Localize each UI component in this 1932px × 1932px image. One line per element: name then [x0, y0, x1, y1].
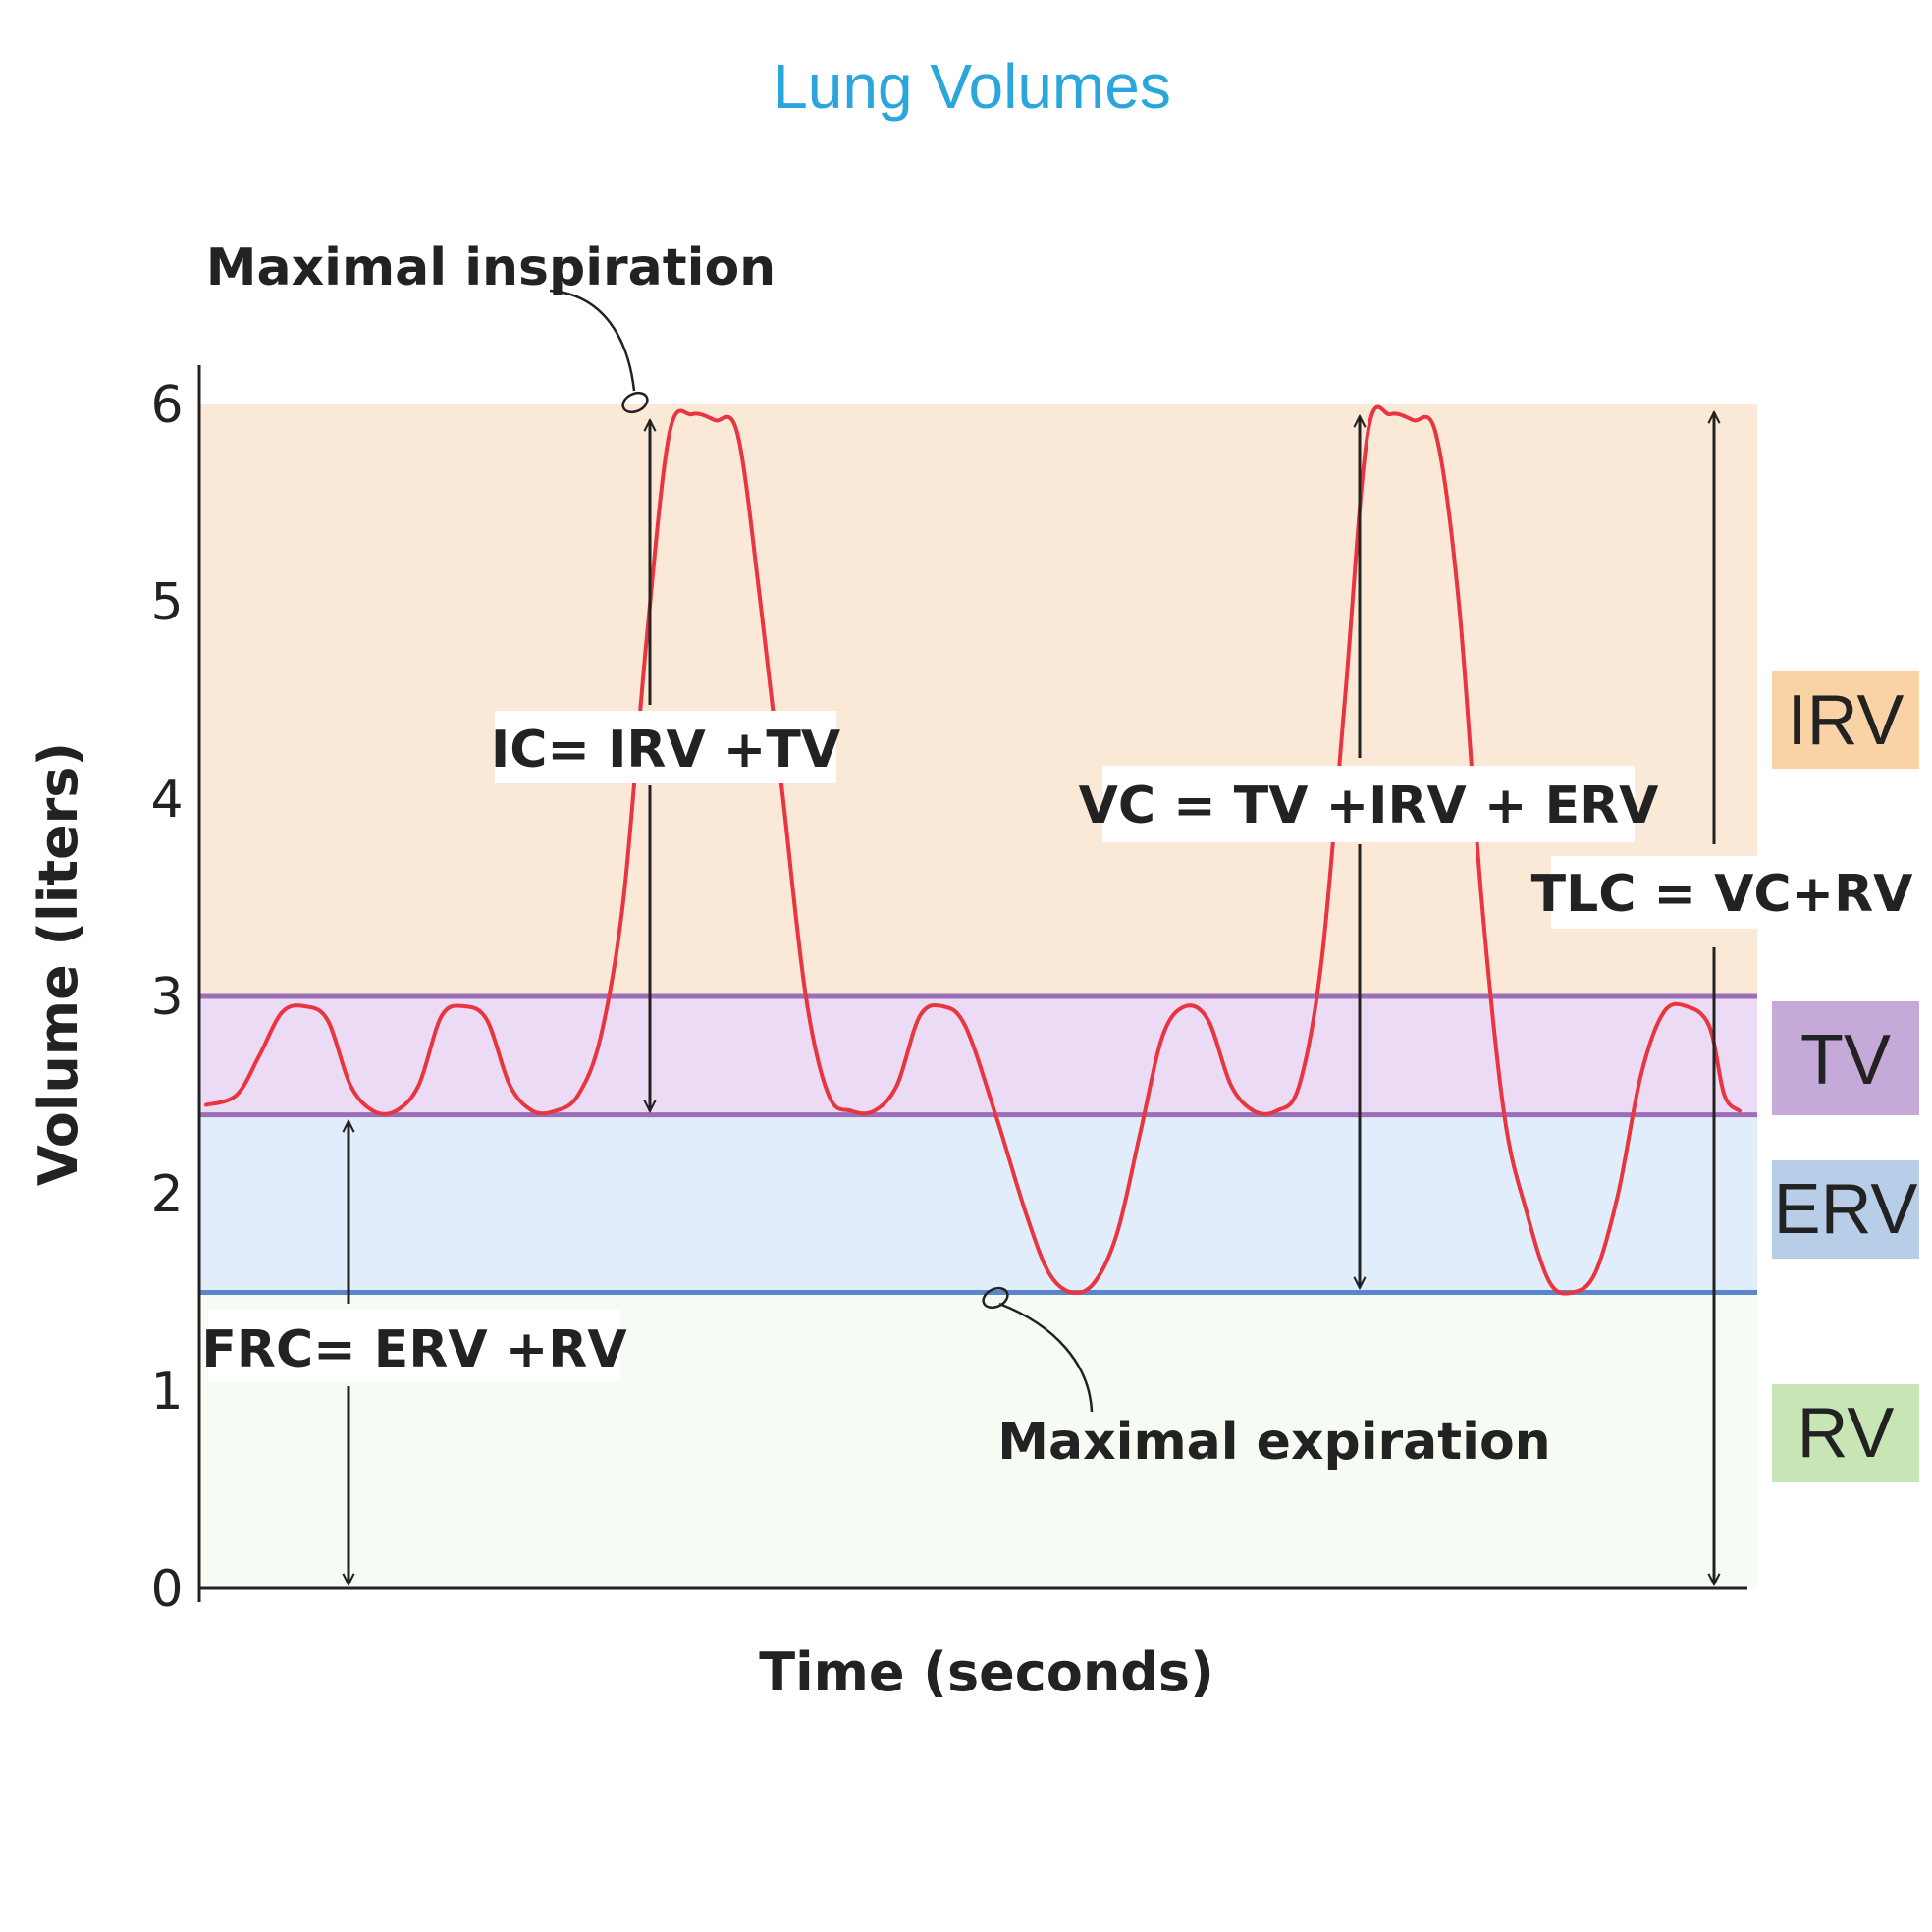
- y-tick-4: 4: [150, 771, 183, 830]
- chart-title: Lung Volumes: [773, 51, 1171, 122]
- maximal-inspiration-label: Maximal inspiration: [206, 239, 776, 297]
- vc-formula: VC = TV +IRV + ERV: [1079, 777, 1659, 835]
- tv-label: TV: [1800, 1021, 1891, 1100]
- tlc-formula: TLC = VC+RV: [1531, 865, 1913, 924]
- vc-formula-box: [1102, 766, 1635, 842]
- maximal-expiration-label: Maximal expiration: [997, 1413, 1550, 1472]
- y-tick-0: 0: [150, 1560, 183, 1619]
- volume-trace: [204, 404, 1742, 1296]
- y-tick-5: 5: [150, 573, 183, 632]
- rv-label-box: [1772, 1384, 1919, 1482]
- y-tick-2: 2: [150, 1165, 183, 1224]
- maximal-expiration-leader: [998, 1302, 1094, 1413]
- frc-formula: FRC= ERV +RV: [201, 1320, 626, 1379]
- maximal-inspiration-leader: [549, 289, 636, 392]
- erv-label-box: [1772, 1160, 1919, 1259]
- y-axis-label: Volume (liters): [27, 742, 89, 1186]
- y-tick-1: 1: [150, 1363, 183, 1422]
- erv-label: ERV: [1774, 1170, 1918, 1249]
- maximal-expiration-marker: [982, 1286, 1009, 1310]
- ic-formula-box: [495, 711, 836, 783]
- tlc-formula-box: [1551, 856, 1893, 929]
- x-axis-label: Time (seconds): [759, 1641, 1214, 1703]
- ic-formula: IC= IRV +TV: [491, 721, 840, 779]
- irv-label-box: [1772, 671, 1919, 769]
- region-irv: [199, 404, 1757, 996]
- tv-label-box: [1772, 1001, 1919, 1115]
- frc-formula-box: [208, 1310, 620, 1382]
- y-tick-6: 6: [150, 376, 183, 435]
- region-erv: [199, 1114, 1757, 1293]
- irv-label: IRV: [1788, 681, 1905, 760]
- y-tick-3: 3: [150, 968, 183, 1027]
- maximal-inspiration-marker: [621, 391, 649, 414]
- rv-label: RV: [1798, 1394, 1895, 1473]
